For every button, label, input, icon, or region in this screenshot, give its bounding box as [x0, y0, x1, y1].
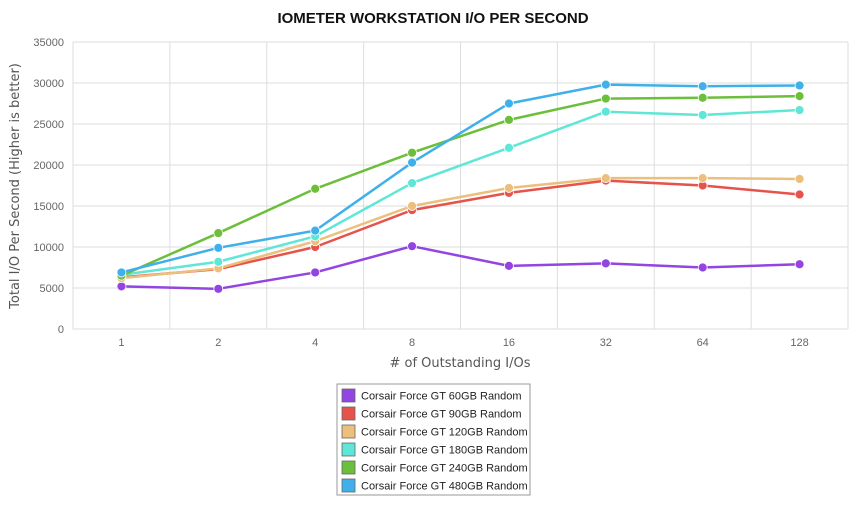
legend-label: Corsair Force GT 120GB Random: [361, 427, 528, 439]
y-tick-label: 20000: [33, 160, 64, 172]
data-point[interactable]: [407, 201, 417, 211]
data-point[interactable]: [600, 173, 611, 184]
series-line: [121, 244, 800, 291]
chart-title: IOMETER WORKSTATION I/O PER SECOND: [277, 10, 588, 27]
data-point[interactable]: [213, 228, 224, 238]
x-axis-label: # of Outstanding I/Os: [389, 356, 530, 371]
x-tick-label: 2: [215, 337, 221, 349]
y-tick-label: 25000: [33, 119, 64, 131]
data-point[interactable]: [600, 93, 611, 104]
data-point[interactable]: [407, 241, 417, 252]
legend-label: Corsair Force GT 90GB Random: [361, 409, 522, 421]
y-axis-label: Total I/O Per Second (Higher is better): [8, 63, 23, 310]
data-point[interactable]: [504, 142, 514, 153]
x-tick-label: 32: [600, 337, 612, 349]
data-point[interactable]: [407, 157, 417, 168]
series-line: [120, 94, 800, 277]
data-point[interactable]: [600, 258, 611, 269]
y-tick-label: 0: [58, 324, 64, 336]
data-point[interactable]: [407, 147, 417, 158]
y-tick-label: 10000: [33, 242, 64, 254]
legend-swatch: [341, 460, 356, 475]
data-point[interactable]: [504, 183, 514, 193]
legend-label: Corsair Force GT 180GB Random: [361, 445, 528, 457]
y-tick-label: 35000: [33, 37, 64, 49]
legend-box: [336, 383, 531, 496]
series-line: [121, 108, 800, 277]
series-line: [121, 179, 800, 279]
data-point[interactable]: [697, 173, 708, 184]
legend-swatch: [341, 424, 356, 439]
data-point[interactable]: [116, 281, 127, 292]
data-point[interactable]: [697, 110, 708, 120]
series-line: [121, 176, 800, 280]
y-tick-label: 30000: [33, 78, 64, 90]
data-point[interactable]: [310, 183, 321, 194]
data-point[interactable]: [794, 80, 805, 91]
data-point[interactable]: [794, 189, 805, 200]
data-point[interactable]: [697, 81, 708, 92]
data-point[interactable]: [600, 79, 611, 90]
x-tick-label: 4: [312, 337, 318, 349]
data-point[interactable]: [504, 260, 514, 271]
data-point[interactable]: [600, 106, 611, 117]
y-tick-label: 5000: [40, 283, 64, 295]
series-6: [116, 79, 805, 278]
data-point[interactable]: [794, 174, 805, 184]
x-tick-label: 64: [697, 337, 709, 349]
tick-labels: 0 5000 10000 15000 20000 25000 30000 35000 1 2 4 8 1…: [33, 37, 808, 349]
x-tick-label: 8: [409, 337, 415, 349]
legend-swatch: [341, 388, 356, 403]
data-point[interactable]: [407, 178, 417, 188]
series-5: [116, 91, 805, 281]
y-tick-label: 15000: [33, 201, 64, 213]
legend-swatch: [341, 442, 356, 457]
legend-swatch: [341, 406, 356, 421]
data-point[interactable]: [794, 91, 805, 102]
series-1: [116, 241, 805, 294]
series-lines: [116, 79, 805, 294]
legend-label: Corsair Force GT 480GB Random: [361, 481, 528, 493]
data-point[interactable]: [794, 105, 805, 115]
legend: Corsair Force GT 60GB Random Corsair Forc…: [336, 383, 531, 496]
data-point[interactable]: [213, 242, 224, 253]
legend-label: Corsair Force GT 60GB Random: [361, 391, 522, 403]
data-point[interactable]: [310, 267, 321, 278]
data-point[interactable]: [504, 98, 514, 109]
data-point[interactable]: [116, 267, 127, 278]
data-point[interactable]: [213, 283, 224, 294]
x-tick-label: 16: [503, 337, 515, 349]
data-point[interactable]: [794, 259, 805, 270]
legend-label: Corsair Force GT 240GB Random: [361, 463, 528, 475]
data-point[interactable]: [504, 115, 514, 125]
data-point[interactable]: [697, 92, 708, 103]
data-point[interactable]: [310, 225, 321, 236]
legend-swatch: [341, 478, 356, 493]
x-tick-label: 1: [118, 337, 124, 349]
x-tick-label: 128: [790, 337, 808, 349]
data-point[interactable]: [697, 262, 708, 273]
series-line: [121, 83, 800, 274]
data-point[interactable]: [213, 256, 224, 267]
